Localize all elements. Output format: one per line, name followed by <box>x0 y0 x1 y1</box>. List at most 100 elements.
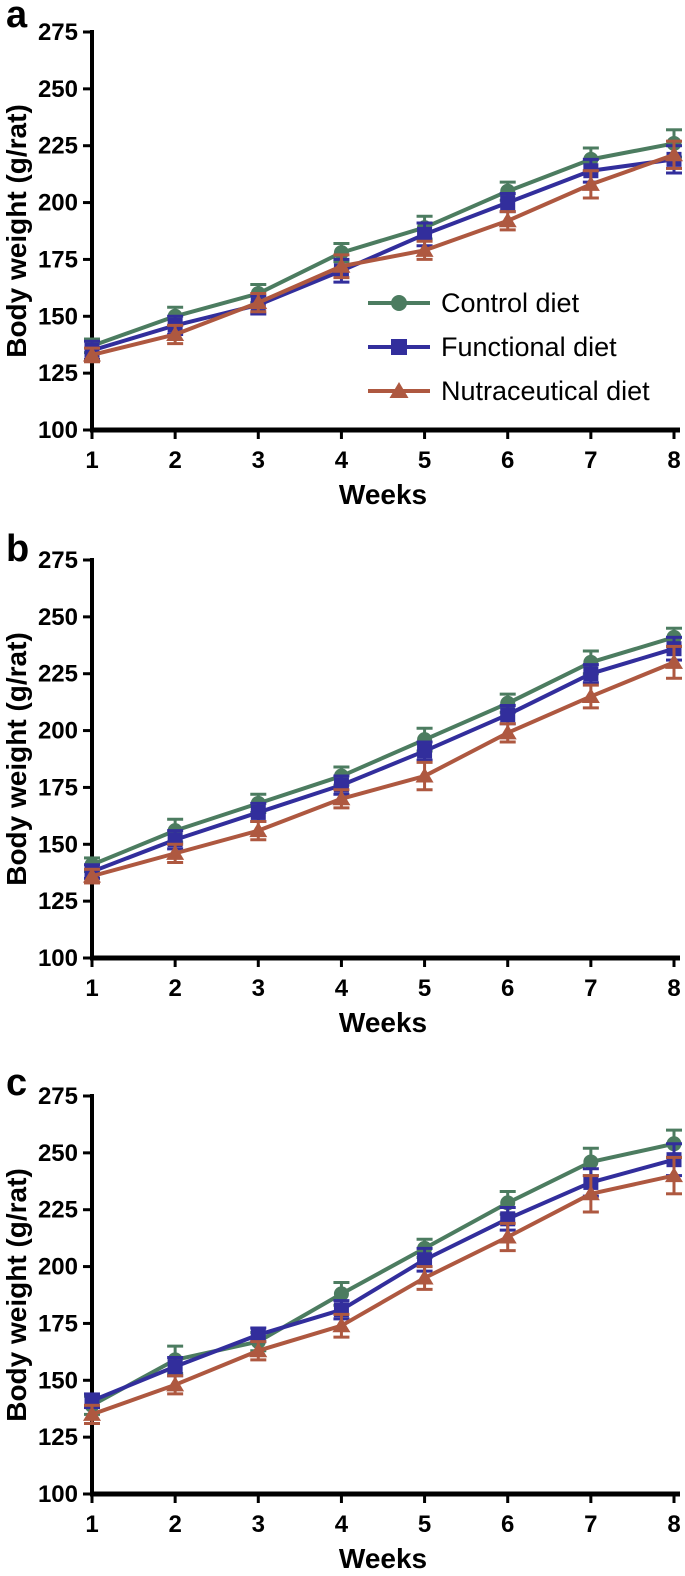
x-tick-label: 5 <box>418 1511 431 1538</box>
x-tick-label: 1 <box>85 1511 98 1538</box>
triangle-marker-icon <box>332 257 351 273</box>
panel-c: c 100 125 150 175 200 225 250 275 1 2 3 4 5 6 7 8 Weeks B… <box>0 1052 685 1576</box>
triangle-marker-icon <box>415 241 434 257</box>
triangle-marker-icon <box>166 325 185 341</box>
y-tick-label: 150 <box>38 1367 78 1394</box>
x-axis-label: Weeks <box>339 1007 427 1038</box>
triangle-marker-icon <box>249 294 268 310</box>
series-nutraceutical-diet <box>83 1155 683 1425</box>
triangle-marker-icon <box>83 346 101 362</box>
x-tick-label: 4 <box>335 447 349 474</box>
y-tick-label: 200 <box>38 718 78 745</box>
square-marker-icon <box>417 226 433 242</box>
triangle-marker-icon <box>581 687 600 703</box>
legend: Control diet Functional diet Nutraceutical… <box>368 288 650 406</box>
triangle-marker-icon <box>498 212 517 228</box>
y-tick-label: 175 <box>38 246 78 273</box>
y-tick-label: 200 <box>38 190 78 217</box>
triangle-marker-icon <box>415 767 434 783</box>
circle-marker-icon <box>583 1154 599 1170</box>
square-marker-icon <box>167 1359 183 1375</box>
series-nutraceutical-diet <box>83 139 683 364</box>
y-tick-label: 125 <box>38 360 78 387</box>
circle-marker-icon <box>391 295 407 311</box>
triangle-marker-icon <box>498 724 517 740</box>
triangle-marker-icon <box>83 867 101 883</box>
axes <box>90 558 680 961</box>
panel-b-label: b <box>6 528 30 570</box>
triangle-marker-icon <box>389 382 409 398</box>
x-tick-label: 3 <box>252 1511 265 1538</box>
x-tick-label: 6 <box>501 447 514 474</box>
y-tick-label: 275 <box>38 547 78 574</box>
x-tick-label: 3 <box>252 447 265 474</box>
square-marker-icon <box>250 1327 266 1343</box>
chart-b: 100 125 150 175 200 225 250 275 1 2 3 4 5 6 7 8 Weeks Bod… <box>1 547 683 1038</box>
legend-label: Nutraceutical diet <box>441 376 650 406</box>
y-tick-label: 175 <box>38 774 78 801</box>
y-tick-label: 225 <box>38 133 78 160</box>
x-tick-label: 7 <box>584 975 597 1002</box>
triangle-marker-icon <box>415 1269 434 1285</box>
legend-label: Control diet <box>441 288 580 318</box>
y-tick-label: 250 <box>38 1140 78 1167</box>
square-marker-icon <box>500 707 516 723</box>
x-tick-label: 4 <box>335 1511 349 1538</box>
x-tick-label: 7 <box>584 1511 597 1538</box>
y-tick-label: 225 <box>38 661 78 688</box>
triangle-marker-icon <box>332 790 351 806</box>
legend-label: Functional diet <box>441 332 617 362</box>
x-axis-label: Weeks <box>339 1543 427 1574</box>
axes <box>90 1094 680 1497</box>
triangle-marker-icon <box>332 1317 351 1333</box>
triangle-marker-icon <box>498 1228 517 1244</box>
triangle-marker-icon <box>665 1167 683 1183</box>
square-marker-icon <box>417 743 433 759</box>
panel-c-label: c <box>6 1062 28 1104</box>
x-axis-ticks: 1 2 3 4 5 6 7 8 <box>85 430 681 474</box>
axes <box>90 30 680 433</box>
y-tick-label: 100 <box>38 945 78 972</box>
triangle-marker-icon <box>166 1376 185 1392</box>
x-axis-ticks: 1 2 3 4 5 6 7 8 <box>85 1494 681 1538</box>
x-tick-label: 2 <box>168 975 181 1002</box>
triangle-marker-icon <box>83 1405 101 1421</box>
y-tick-label: 275 <box>38 1083 78 1110</box>
x-axis-label: Weeks <box>339 479 427 510</box>
x-tick-label: 6 <box>501 1511 514 1538</box>
y-tick-label: 125 <box>38 1424 78 1451</box>
square-marker-icon <box>583 666 599 682</box>
y-tick-label: 200 <box>38 1254 78 1281</box>
y-axis-ticks: 100 125 150 175 200 225 250 275 <box>38 19 92 444</box>
triangle-marker-icon <box>166 844 185 860</box>
y-tick-label: 150 <box>38 303 78 330</box>
triangle-marker-icon <box>249 822 268 838</box>
triangle-marker-icon <box>665 653 683 669</box>
x-tick-label: 2 <box>168 447 181 474</box>
triangle-marker-icon <box>249 1342 268 1358</box>
square-marker-icon <box>250 804 266 820</box>
x-tick-label: 5 <box>418 447 431 474</box>
x-axis-ticks: 1 2 3 4 5 6 7 8 <box>85 958 681 1002</box>
y-axis-ticks: 100 125 150 175 200 225 250 275 <box>38 547 92 972</box>
x-tick-label: 8 <box>667 447 680 474</box>
chart-c: 100 125 150 175 200 225 250 275 1 2 3 4 5 6 7 8 Weeks Bod… <box>1 1083 683 1574</box>
panel-a: a 100 125 150 175 200 225 250 275 1 2 3 4 5 6 7 8 Weeks B… <box>0 0 685 528</box>
y-axis-label: Body weight (g/rat) <box>1 632 32 886</box>
x-tick-label: 1 <box>85 975 98 1002</box>
square-marker-icon <box>417 1252 433 1268</box>
y-tick-label: 225 <box>38 1197 78 1224</box>
triangle-marker-icon <box>581 175 600 191</box>
x-tick-label: 8 <box>667 1511 680 1538</box>
x-tick-label: 2 <box>168 1511 181 1538</box>
x-tick-label: 1 <box>85 447 98 474</box>
y-tick-label: 250 <box>38 76 78 103</box>
x-tick-label: 3 <box>252 975 265 1002</box>
y-tick-label: 250 <box>38 604 78 631</box>
square-marker-icon <box>391 339 407 355</box>
x-tick-label: 8 <box>667 975 680 1002</box>
panel-b: b 100 125 150 175 200 225 250 275 1 2 3 4 5 6 7 8 Weeks B… <box>0 528 685 1052</box>
y-tick-label: 100 <box>38 1481 78 1508</box>
y-tick-label: 175 <box>38 1310 78 1337</box>
